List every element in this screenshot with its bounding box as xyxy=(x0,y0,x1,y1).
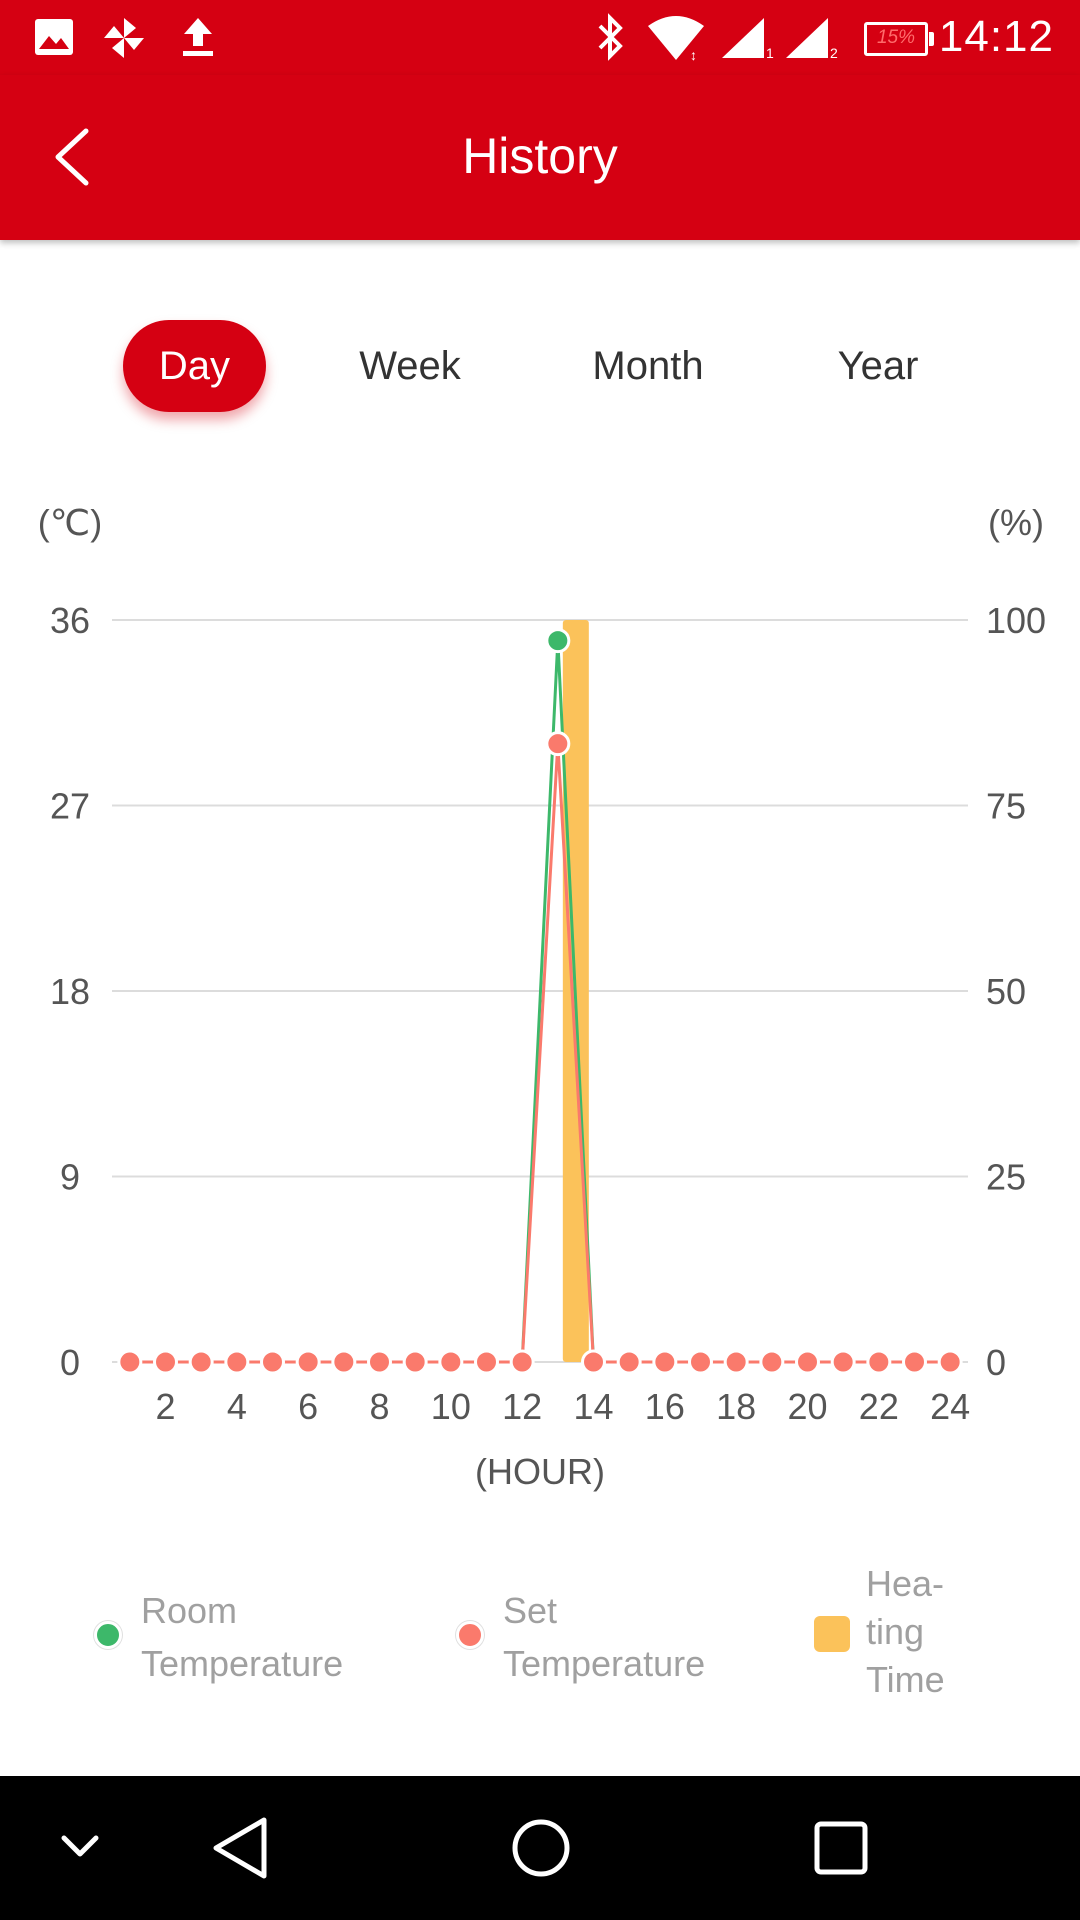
set-temperature-point-hour-11 xyxy=(474,1349,499,1375)
battery-icon: 15% xyxy=(864,22,934,56)
set-temperature-point-hour-12 xyxy=(509,1349,535,1375)
set-temperature-point-hour-1 xyxy=(117,1349,143,1375)
legend-heating-label-line3: Time xyxy=(866,1659,945,1700)
battery-level: 15% xyxy=(876,27,916,48)
set-temperature-point-hour-20 xyxy=(795,1349,820,1375)
right-axis-unit: (%) xyxy=(988,502,1044,543)
set-temperature-point-hour-5 xyxy=(260,1349,285,1375)
app-bar: History xyxy=(0,75,1080,240)
right-tick-label-25: 25 xyxy=(986,1157,1026,1198)
signal-sim1-icon: 1 xyxy=(722,18,774,60)
set-temperature-point-hour-22 xyxy=(866,1349,892,1375)
legend-set-label-line1: Set xyxy=(503,1590,558,1631)
left-tick-label-36: 36 xyxy=(50,600,90,641)
tab-day[interactable]: Day xyxy=(123,320,266,412)
legend-heating-label-line1: Hea- xyxy=(866,1563,945,1604)
set-temperature-point-hour-15 xyxy=(616,1349,642,1375)
x-tick-label-24: 24 xyxy=(930,1386,970,1427)
bluetooth-icon xyxy=(598,13,623,61)
right-tick-label-100: 100 xyxy=(986,600,1046,641)
legend-room-label-line2: Temperature xyxy=(141,1643,344,1684)
set-temperature-point-hour-2 xyxy=(153,1349,178,1375)
signal-sim2-icon: 2 xyxy=(786,18,838,60)
recents-square-icon xyxy=(814,1821,868,1875)
left-axis-unit: (℃) xyxy=(38,502,102,543)
hide-keyboard-button[interactable] xyxy=(52,1818,108,1874)
set-temperature-point-hour-13 xyxy=(545,731,571,757)
set-temperature-point-hour-7 xyxy=(331,1349,357,1375)
room-temperature-line xyxy=(129,640,951,1364)
tab-week[interactable]: Week xyxy=(359,344,461,388)
svg-text:1: 1 xyxy=(766,45,774,60)
x-tick-label-18: 18 xyxy=(716,1386,756,1427)
set-temperature-point-hour-24 xyxy=(937,1349,963,1375)
right-tick-label-0: 0 xyxy=(986,1342,1006,1383)
set-temperature-point-hour-14 xyxy=(581,1349,606,1375)
pinwheel-icon xyxy=(104,18,144,58)
x-tick-label-20: 20 xyxy=(787,1386,827,1427)
left-tick-label-18: 18 xyxy=(50,971,90,1012)
x-tick-label-22: 22 xyxy=(859,1386,899,1427)
back-triangle-icon xyxy=(213,1817,267,1879)
wifi-icon: ↕ xyxy=(648,16,704,62)
x-tick-label-4: 4 xyxy=(227,1386,247,1427)
left-tick-label-9: 9 xyxy=(60,1157,80,1198)
nav-recents-button[interactable] xyxy=(806,1812,876,1884)
set-temperature-point-hour-8 xyxy=(367,1349,392,1375)
set-temperature-point-hour-21 xyxy=(830,1349,856,1375)
left-tick-label-0: 0 xyxy=(60,1342,80,1383)
period-tabs: Day Week Month Year xyxy=(0,320,1080,412)
set-temperature-point-hour-23 xyxy=(902,1349,927,1375)
set-temperature-point-hour-18 xyxy=(723,1349,749,1375)
legend-heating-label-line2: ting xyxy=(866,1611,925,1652)
tab-month[interactable]: Month xyxy=(592,344,704,388)
legend-set-dot xyxy=(456,1621,484,1649)
x-tick-label-12: 12 xyxy=(502,1386,542,1427)
home-circle-icon xyxy=(512,1819,570,1877)
x-tick-label-8: 8 xyxy=(369,1386,389,1427)
nav-back-button[interactable] xyxy=(206,1812,276,1884)
status-clock: 14:12 xyxy=(938,12,1054,61)
legend-heating-swatch xyxy=(814,1616,850,1652)
system-nav-bar xyxy=(0,1776,1080,1920)
right-tick-label-50: 50 xyxy=(986,971,1026,1012)
tab-year[interactable]: Year xyxy=(837,344,919,388)
x-tick-label-2: 2 xyxy=(155,1386,175,1427)
set-temperature-point-hour-3 xyxy=(188,1349,214,1375)
x-tick-label-16: 16 xyxy=(645,1386,685,1427)
x-tick-label-14: 14 xyxy=(573,1386,613,1427)
room-temperature-point-hour-13 xyxy=(545,628,571,654)
svg-text:2: 2 xyxy=(830,45,838,60)
status-bar: ↕ 1 2 15% 14:12 xyxy=(0,0,1080,75)
back-button[interactable] xyxy=(40,117,110,197)
x-tick-label-10: 10 xyxy=(431,1386,471,1427)
upload-icon xyxy=(183,18,213,56)
chevron-left-icon xyxy=(55,128,89,186)
set-temperature-point-hour-16 xyxy=(652,1349,678,1375)
set-temperature-point-hour-10 xyxy=(438,1349,464,1375)
chevron-down-icon xyxy=(61,1835,99,1857)
legend-set-label-line2: Temperature xyxy=(503,1643,706,1684)
page-title: History xyxy=(462,128,618,184)
left-tick-label-27: 27 xyxy=(50,786,90,827)
set-temperature-point-hour-4 xyxy=(224,1349,250,1375)
legend-room-label-line1: Room xyxy=(141,1590,238,1631)
set-temperature-line xyxy=(129,743,951,1364)
chart-legend: Room Temperature Set Temperature Hea- ti… xyxy=(0,1560,1080,1720)
image-icon xyxy=(35,19,73,55)
set-temperature-point-hour-19 xyxy=(759,1349,785,1375)
set-temperature-point-hour-9 xyxy=(402,1349,428,1375)
right-tick-label-75: 75 xyxy=(986,786,1026,827)
x-axis-unit: (HOUR) xyxy=(475,1451,605,1492)
set-temperature-point-hour-17 xyxy=(688,1349,713,1375)
x-tick-label-6: 6 xyxy=(298,1386,318,1427)
svg-text:↕: ↕ xyxy=(690,47,697,62)
legend-room-dot xyxy=(94,1621,122,1649)
set-temperature-point-hour-6 xyxy=(295,1349,321,1375)
nav-home-button[interactable] xyxy=(506,1812,576,1884)
